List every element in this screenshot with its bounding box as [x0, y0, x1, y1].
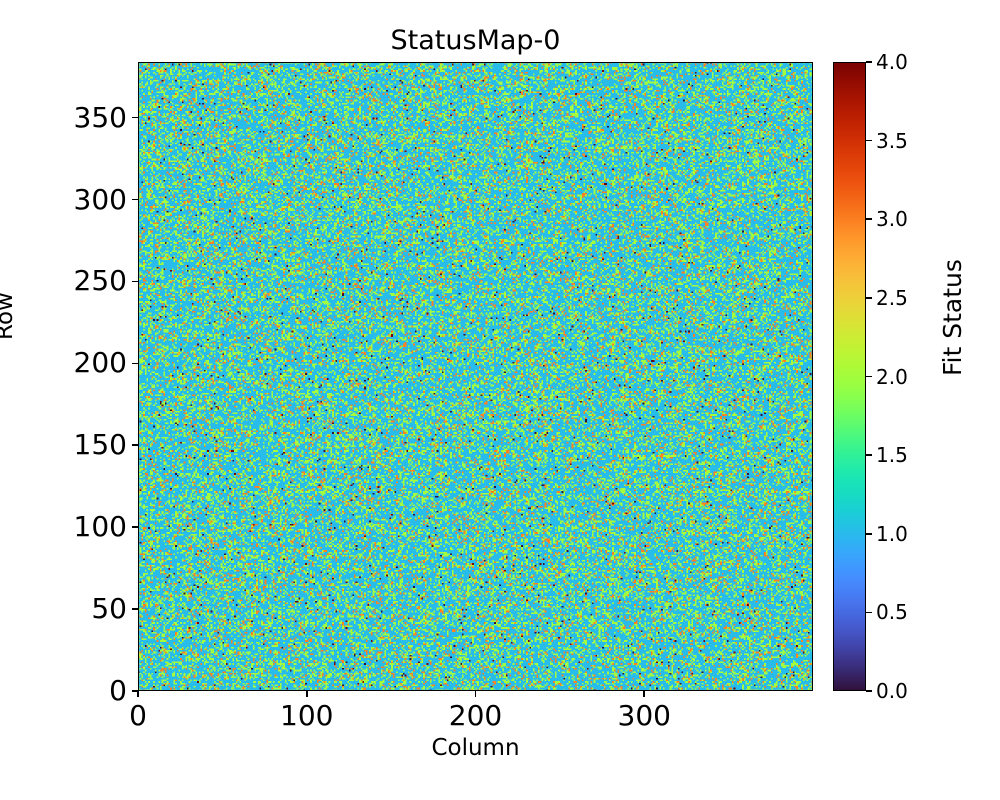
y-tick-mark — [132, 526, 138, 528]
y-tick-label: 250 — [73, 264, 127, 298]
x-tick-label: 200 — [448, 699, 503, 732]
colorbar-tick-label: 4.0 — [876, 50, 908, 74]
y-tick-mark — [132, 690, 138, 692]
colorbar-tick-mark — [866, 532, 872, 535]
x-tick-label: 100 — [280, 699, 334, 732]
colorbar-tick-mark — [866, 454, 872, 456]
x-tick-label: 0 — [129, 699, 147, 732]
colorbar-tick-label: 3.5 — [876, 128, 908, 153]
y-tick-label: 50 — [91, 592, 127, 626]
x-axis-label: Column — [431, 735, 520, 761]
colorbar-tick-label: 0.5 — [876, 600, 908, 625]
y-axis-label: Row — [0, 292, 18, 340]
y-tick-mark — [132, 280, 138, 283]
x-tick-label: 300 — [617, 699, 671, 732]
colorbar-tick-label: 1.5 — [876, 443, 908, 468]
x-tick-mark — [137, 691, 139, 697]
x-tick-mark — [305, 691, 308, 697]
colorbar-tick-mark — [866, 375, 872, 378]
colorbar-tick-mark — [866, 690, 872, 692]
y-tick-mark — [132, 116, 138, 119]
y-tick-label: 150 — [73, 428, 127, 462]
y-tick-mark — [132, 444, 138, 447]
y-tick-label: 350 — [73, 100, 127, 134]
colorbar-tick-label: 0.0 — [876, 679, 908, 703]
colorbar-gradient — [833, 62, 866, 691]
colorbar-tick-label: 2.0 — [876, 364, 908, 389]
x-tick-mark — [474, 691, 477, 697]
heatmap-image[interactable] — [138, 62, 813, 691]
y-tick-label: 200 — [73, 346, 127, 380]
colorbar-tick-mark — [866, 611, 872, 614]
y-tick-mark — [132, 608, 138, 610]
colorbar-tick-mark — [866, 139, 872, 142]
colorbar-tick-label: 2.5 — [876, 285, 908, 310]
y-tick-label: 0 — [109, 674, 127, 707]
y-tick-label: 100 — [73, 510, 127, 544]
y-tick-mark — [132, 198, 138, 201]
y-tick-mark — [132, 362, 138, 365]
page-title: StatusMap-0 — [390, 25, 561, 56]
colorbar[interactable] — [833, 62, 866, 691]
colorbar-tick-mark — [866, 297, 872, 299]
colorbar-tick-mark — [866, 61, 872, 63]
colorbar-tick-mark — [866, 218, 872, 221]
x-tick-mark — [643, 691, 646, 697]
colorbar-tick-label: 1.0 — [876, 521, 908, 546]
heatmap-axes[interactable] — [138, 62, 813, 691]
colorbar-label: Fit Status — [938, 259, 967, 376]
colorbar-tick-label: 3.0 — [876, 207, 908, 232]
y-tick-label: 300 — [73, 182, 127, 216]
